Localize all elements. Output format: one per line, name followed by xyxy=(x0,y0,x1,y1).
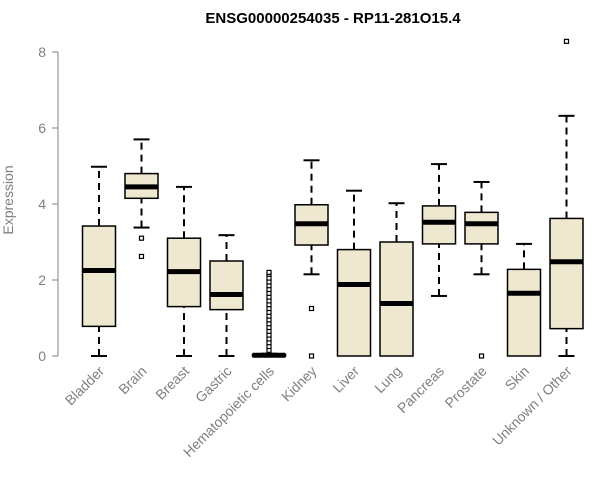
chart-title: ENSG00000254035 - RP11-281O15.4 xyxy=(205,10,461,27)
box-iqr xyxy=(464,211,499,245)
outlier-point xyxy=(266,269,272,275)
box-iqr xyxy=(336,248,372,357)
y-axis: 0 2 4 6 8 xyxy=(38,44,59,364)
category-label: Brain xyxy=(115,363,149,397)
box-iqr xyxy=(81,225,117,328)
y-tick-label: 6 xyxy=(38,120,46,136)
box-iqr xyxy=(549,217,584,330)
category-label: Skin xyxy=(502,363,533,394)
box-prostate xyxy=(464,180,499,359)
box-gastric xyxy=(209,234,244,357)
category-label: Kidney xyxy=(278,363,320,405)
box-lung xyxy=(379,202,414,357)
box-unknown-other xyxy=(549,38,584,357)
box-iqr xyxy=(506,268,542,357)
category-label: Lung xyxy=(371,363,404,396)
outlier-point xyxy=(563,38,570,44)
y-axis-title-group: Expression xyxy=(0,165,16,234)
box-iqr xyxy=(421,205,457,245)
y-tick-label: 2 xyxy=(38,272,46,288)
box-bladder xyxy=(81,165,117,357)
category-label: Bladder xyxy=(62,363,108,409)
y-tick-label: 8 xyxy=(38,44,46,60)
outlier-point xyxy=(478,353,485,359)
outlier-point xyxy=(138,235,145,241)
box-breast xyxy=(166,185,202,357)
category-label: Liver xyxy=(329,363,362,396)
outlier-point xyxy=(138,253,145,260)
y-tick-label: 4 xyxy=(38,196,46,212)
category-label: Pancreas xyxy=(394,363,447,416)
box-hematopoietic-cells xyxy=(251,269,287,358)
box-iqr xyxy=(379,241,414,357)
outlier-point xyxy=(308,305,315,312)
category-label: Breast xyxy=(152,363,192,403)
category-label: Prostate xyxy=(441,363,489,411)
y-tick-label: 0 xyxy=(38,348,46,364)
box-brain xyxy=(124,138,159,260)
boxes-layer xyxy=(81,38,584,359)
box-iqr xyxy=(209,260,244,311)
box-liver xyxy=(336,189,372,357)
outlier-point xyxy=(308,353,315,359)
y-axis-title: Expression xyxy=(0,165,16,234)
category-label: Unknown / Other xyxy=(489,363,575,449)
box-pancreas xyxy=(421,163,457,297)
box-skin xyxy=(506,242,542,357)
box-kidney xyxy=(294,159,329,359)
